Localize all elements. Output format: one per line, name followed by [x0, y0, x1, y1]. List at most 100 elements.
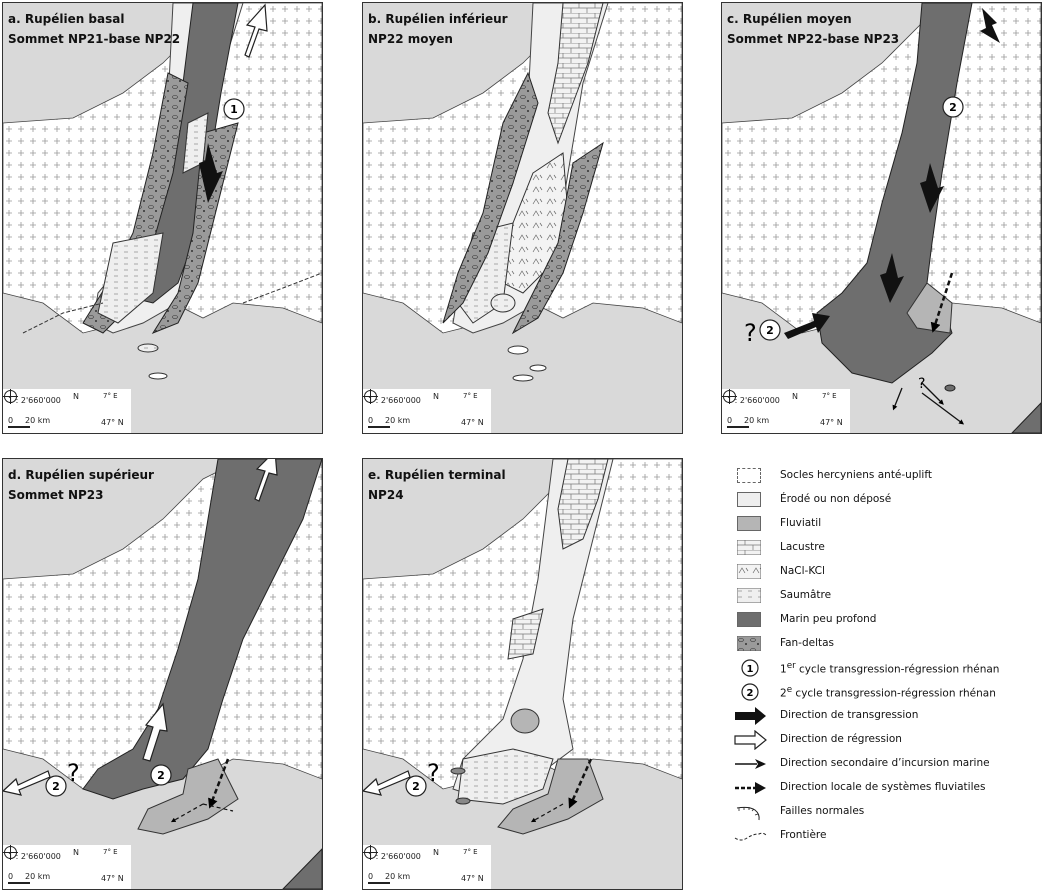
latitude-label: 47° N	[461, 418, 484, 427]
legend-label: Lacustre	[780, 541, 825, 553]
legend-item-eroded: Érodé ou non déposé	[721, 490, 1041, 512]
map-panel-d: 2 2 ? d. Rupélien supérieur Sommet NP23 …	[2, 458, 323, 890]
scale-ratio: 1 : 2'660'000	[368, 396, 421, 405]
north-arrow-icon	[3, 845, 18, 860]
legend-label: Érodé ou non déposé	[780, 493, 892, 505]
regression-arrow-icon	[254, 459, 278, 502]
scale-ratio: 1 : 2'660'000	[8, 852, 61, 861]
north-label: N	[73, 392, 79, 401]
transgression-arrow-icon	[784, 313, 830, 339]
longitude-label: 7° E	[103, 848, 118, 856]
legend-item-fan-delta: Fan-deltas	[721, 634, 1041, 656]
fluvial-dashed-arrow-icon	[208, 758, 230, 809]
scale-bar	[727, 426, 749, 428]
scale-box: 1 : 2'660'000 0 20 km N 7° E 47° N	[3, 389, 131, 433]
legend-label: Failles normales	[780, 805, 865, 817]
cycle-1-number: 1	[747, 664, 754, 675]
panel-b-stage: b. Rupélien inférieur	[368, 12, 508, 26]
secondary-incursion-arrow-icon	[735, 759, 766, 769]
transgression-arrow-icon	[920, 163, 944, 213]
legend-label-post: cycle transgression-régression rhénan	[795, 663, 1000, 676]
panel-d-stage: d. Rupélien supérieur	[8, 468, 154, 482]
legend-item-salt: NaCl-KCl	[721, 562, 1041, 584]
panel-a-stage: a. Rupélien basal	[8, 12, 125, 26]
map-a: 1	[3, 3, 322, 380]
cycle-2-marker: 2	[412, 780, 420, 793]
scale-km: 20 km	[25, 872, 51, 881]
legend-item-cycle-2: 2 2e cycle transgression-régression rhén…	[721, 682, 1041, 704]
north-arrow-icon	[3, 389, 18, 404]
scale-bar	[8, 426, 30, 428]
scale-bar	[8, 882, 30, 884]
legend-item-lacustrine: Lacustre	[721, 538, 1041, 560]
cycle-1-icon: 1	[741, 659, 759, 677]
north-label: N	[792, 392, 798, 401]
latitude-label: 47° N	[461, 874, 484, 883]
longitude-label: 7° E	[822, 392, 837, 400]
legend-label: Fan-deltas	[780, 637, 835, 649]
scale-zero: 0	[368, 416, 374, 425]
longitude-label: 7° E	[463, 392, 478, 400]
legend-label-pre: 2	[780, 687, 787, 700]
regression-arrow-icon	[142, 702, 168, 762]
legend-label-post: cycle transgression-régression rhénan	[792, 687, 996, 700]
north-label: N	[73, 848, 79, 857]
fluvial-swatch	[737, 516, 761, 531]
scale-box: 1 : 2'660'000 0 20 km N 7° E 47° N	[363, 389, 491, 433]
north-label: N	[433, 848, 439, 857]
legend-label: Saumâtre	[780, 589, 832, 601]
scale-bar	[368, 426, 390, 428]
legend-label-sup: er	[786, 661, 796, 671]
legend-item-basement: Socles hercyniens anté-uplift	[721, 466, 1041, 488]
transgression-arrow-icon	[735, 707, 766, 725]
longitude-label: 7° E	[463, 848, 478, 856]
cycle-2-number: 2	[747, 688, 754, 699]
scale-km: 20 km	[385, 416, 411, 425]
question-mark: ?	[67, 759, 80, 787]
scale-km: 20 km	[744, 416, 770, 425]
scale-km: 20 km	[385, 872, 411, 881]
legend-item-fluvial-dir: Direction locale de systèmes fluviatiles	[721, 778, 1041, 800]
transgression-arrow-icon	[199, 143, 223, 203]
latitude-label: 47° N	[101, 418, 124, 427]
regression-arrow-icon	[363, 770, 411, 796]
scale-box: 1 : 2'660'000 0 20 km N 7° E 47° N	[363, 845, 491, 889]
panel-e-biozone: NP24	[368, 488, 404, 502]
panel-a-biozone: Sommet NP21-base NP22	[8, 32, 181, 46]
latitude-label: 47° N	[820, 418, 843, 427]
legend-label: 1er cycle transgression-régression rhéna…	[780, 661, 999, 676]
fan-delta-swatch	[737, 636, 761, 651]
map-panel-e: 2 ? e. Rupélien terminal NP24 1 : 2'660'…	[362, 458, 683, 890]
panel-d-title: d. Rupélien supérieur Sommet NP23	[8, 465, 154, 505]
scale-zero: 0	[727, 416, 733, 425]
fluvial-dashed-arrow-icon	[930, 272, 954, 333]
legend-label: Marin peu profond	[780, 613, 877, 625]
legend-label: 2e cycle transgression-régression rhénan	[780, 685, 996, 700]
transgression-arrow-icon	[880, 253, 904, 303]
question-mark: ?	[744, 319, 757, 347]
panel-e-stage: e. Rupélien terminal	[368, 468, 506, 482]
question-mark: ?	[918, 376, 925, 392]
map-c: 2 2 ? ?	[722, 3, 1041, 433]
map-panel-c: 2 2 ? ? c. Rupélien moyen Sommet NP22-ba…	[721, 2, 1042, 434]
scale-ratio: 1 : 2'660'000	[727, 396, 780, 405]
map-e: 2 ?	[363, 459, 682, 835]
scale-zero: 0	[8, 416, 14, 425]
legend-item-marine: Marin peu profond	[721, 610, 1041, 632]
legend-label: Fluviatil	[780, 517, 822, 529]
legend-item-transgression: Direction de transgression	[721, 706, 1041, 728]
scale-zero: 0	[368, 872, 374, 881]
north-label: N	[433, 392, 439, 401]
cycle-2-marker: 2	[157, 769, 165, 782]
scale-box: 1 : 2'660'000 0 20 km N 7° E 47° N	[3, 845, 131, 889]
map-panel-b: b. Rupélien inférieur NP22 moyen 1 : 2'6…	[362, 2, 683, 434]
regression-arrow-icon	[244, 3, 268, 58]
normal-fault-icon	[736, 806, 760, 821]
north-arrow-icon	[363, 389, 378, 404]
cycle-2-icon: 2	[741, 683, 759, 701]
legend-label: Frontière	[780, 829, 827, 841]
transgression-arrow-icon	[980, 8, 1000, 43]
panel-c-title: c. Rupélien moyen Sommet NP22-base NP23	[727, 9, 899, 49]
legend-label-pre: 1	[780, 663, 787, 676]
brackish-swatch	[737, 588, 761, 603]
